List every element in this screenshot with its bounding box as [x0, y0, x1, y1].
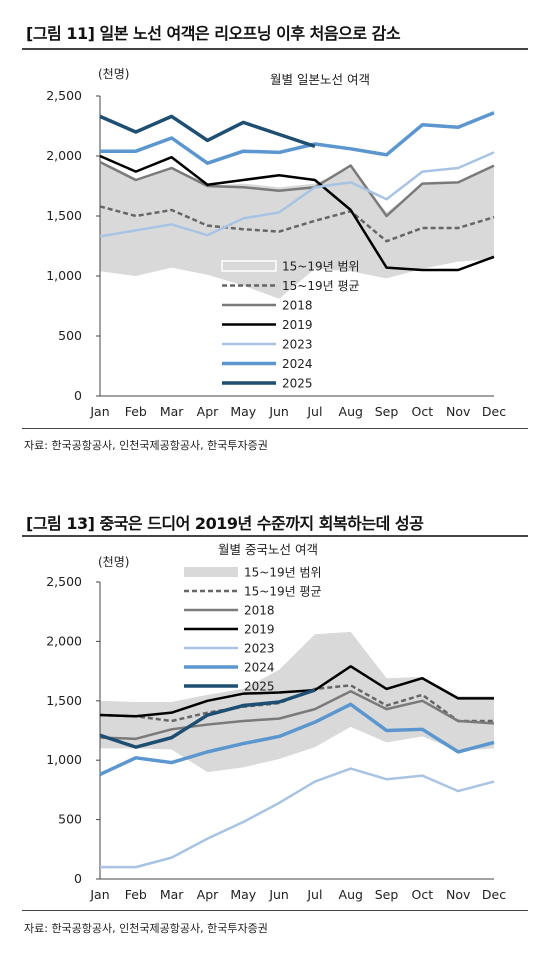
x-tick-label: Jan: [89, 404, 109, 419]
figure-china: [그림 13] 중국은 드디어 2019년 수준까지 회복하는데 성공 월별 중…: [0, 490, 550, 959]
series-line-2023: [99, 151, 495, 238]
y-unit-label: (천명): [98, 66, 129, 81]
y-tick-label: 1,500: [46, 208, 82, 223]
x-tick-label: Jul: [306, 404, 322, 419]
y-tick-label: 2,000: [46, 633, 82, 648]
y-tick-label: 1,500: [46, 693, 82, 708]
series-line-2025: [99, 688, 316, 749]
series-line-2024: [100, 111, 495, 165]
x-tick-label: Feb: [125, 404, 147, 419]
y-tick-label: 500: [58, 328, 82, 343]
chart-title: 월별 중국노선 여객: [218, 542, 318, 557]
x-tick-label: Nov: [446, 404, 471, 419]
title-rule: [22, 48, 528, 50]
legend: 15~19년 범위 15~19년 평균 2018 2019 2023 2024 2025: [221, 260, 360, 391]
range-band: [100, 162, 494, 299]
series-line-2018: [99, 690, 495, 741]
x-tick-label: Oct: [412, 887, 434, 902]
y-tick-label: 2,500: [46, 574, 82, 589]
x-tick-label: Dec: [482, 887, 506, 902]
figure-title: [그림 13] 중국은 드디어 2019년 수준까지 회복하는데 성공: [26, 514, 424, 533]
series-line-2019: [99, 154, 495, 272]
range-band: [100, 631, 494, 773]
legend-label: 15~19년 범위: [244, 566, 322, 580]
y-tick-label: 0: [74, 871, 82, 886]
x-tick-label: May: [230, 887, 256, 902]
y-tick-label: 2,000: [46, 148, 82, 163]
source-note: 자료: 한국공항공사, 인천국제공항공사, 한국투자증권: [24, 439, 268, 452]
x-tick-label: Mar: [160, 404, 184, 419]
x-tick-label: Mar: [160, 887, 184, 902]
x-tick-label: Aug: [339, 887, 363, 902]
x-tick-label: Apr: [197, 887, 219, 902]
y-unit-label: (천명): [98, 554, 129, 569]
x-tick-label: Aug: [339, 404, 363, 419]
series-line-2023: [100, 767, 495, 869]
series-line-2024: [99, 702, 495, 777]
legend-label: 2024: [244, 661, 275, 675]
y-tick-label: 0: [74, 388, 82, 403]
series-line-15-19: [99, 205, 495, 243]
x-tick-label: Jul: [306, 887, 322, 902]
x-tick-label: Sep: [375, 887, 399, 902]
legend-swatch-range: [221, 260, 277, 272]
legend-swatch-range: [184, 567, 238, 577]
source-rule: [22, 428, 528, 429]
legend-label: 2025: [282, 377, 313, 391]
figure-japan: [그림 11] 일본 노선 여객은 리오프닝 이후 처음으로 감소 월별 일본노…: [22, 24, 528, 452]
legend-label: 15~19년 평균: [282, 279, 360, 293]
x-tick-label: Sep: [375, 404, 399, 419]
source-note: 자료: 한국공항공사, 인천국제공항공사, 한국투자증권: [24, 922, 268, 935]
series-line-2018: [99, 160, 495, 218]
x-tick-label: Dec: [482, 404, 506, 419]
series-line-2025: [99, 114, 316, 149]
legend-label: 2023: [244, 642, 275, 656]
y-tick-label: 1,000: [46, 752, 82, 767]
japan-passengers-chart: 월별 일본노선 여객 (천명) 0 500 1,000 1,500 2,000 2,500 Ja…: [46, 66, 506, 419]
y-tick-label: 500: [58, 812, 82, 827]
legend-label: 2025: [244, 680, 275, 694]
x-tick-label: Jun: [268, 887, 289, 902]
x-tick-label: May: [230, 404, 256, 419]
y-tick-label: 1,000: [46, 268, 82, 283]
legend-label: 15~19년 범위: [282, 260, 360, 274]
legend-label: 2019: [282, 318, 313, 332]
title-rule: [22, 535, 528, 537]
legend-label: 2018: [244, 604, 275, 618]
x-tick-label: Apr: [197, 404, 219, 419]
legend-label: 2018: [282, 299, 313, 313]
legend-label: 2023: [282, 338, 313, 352]
x-tick-label: Oct: [412, 404, 434, 419]
source-rule: [22, 910, 528, 911]
x-tick-label: Jun: [268, 404, 289, 419]
series-line-2019: [99, 665, 494, 718]
legend: 15~19년 범위 15~19년 평균 2018 2019 2023 2024 2025: [184, 566, 322, 694]
legend-label: 15~19년 평균: [244, 585, 322, 599]
china-passengers-chart: 월별 중국노선 여객 (천명) 0 500 1,000 1,500 2,000 2,500 Ja…: [46, 542, 506, 902]
x-tick-label: Nov: [446, 887, 471, 902]
x-tick-label: Feb: [125, 887, 147, 902]
x-tick-label: Jan: [89, 887, 109, 902]
legend-label: 2019: [244, 623, 275, 637]
legend-label: 2024: [282, 357, 313, 371]
chart-title: 월별 일본노선 여객: [270, 72, 370, 87]
y-tick-label: 2,500: [46, 88, 82, 103]
figure-title: [그림 11] 일본 노선 여객은 리오프닝 이후 처음으로 감소: [26, 24, 401, 43]
